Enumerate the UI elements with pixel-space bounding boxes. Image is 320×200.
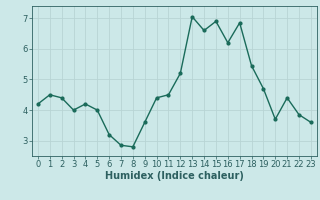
X-axis label: Humidex (Indice chaleur): Humidex (Indice chaleur) (105, 171, 244, 181)
